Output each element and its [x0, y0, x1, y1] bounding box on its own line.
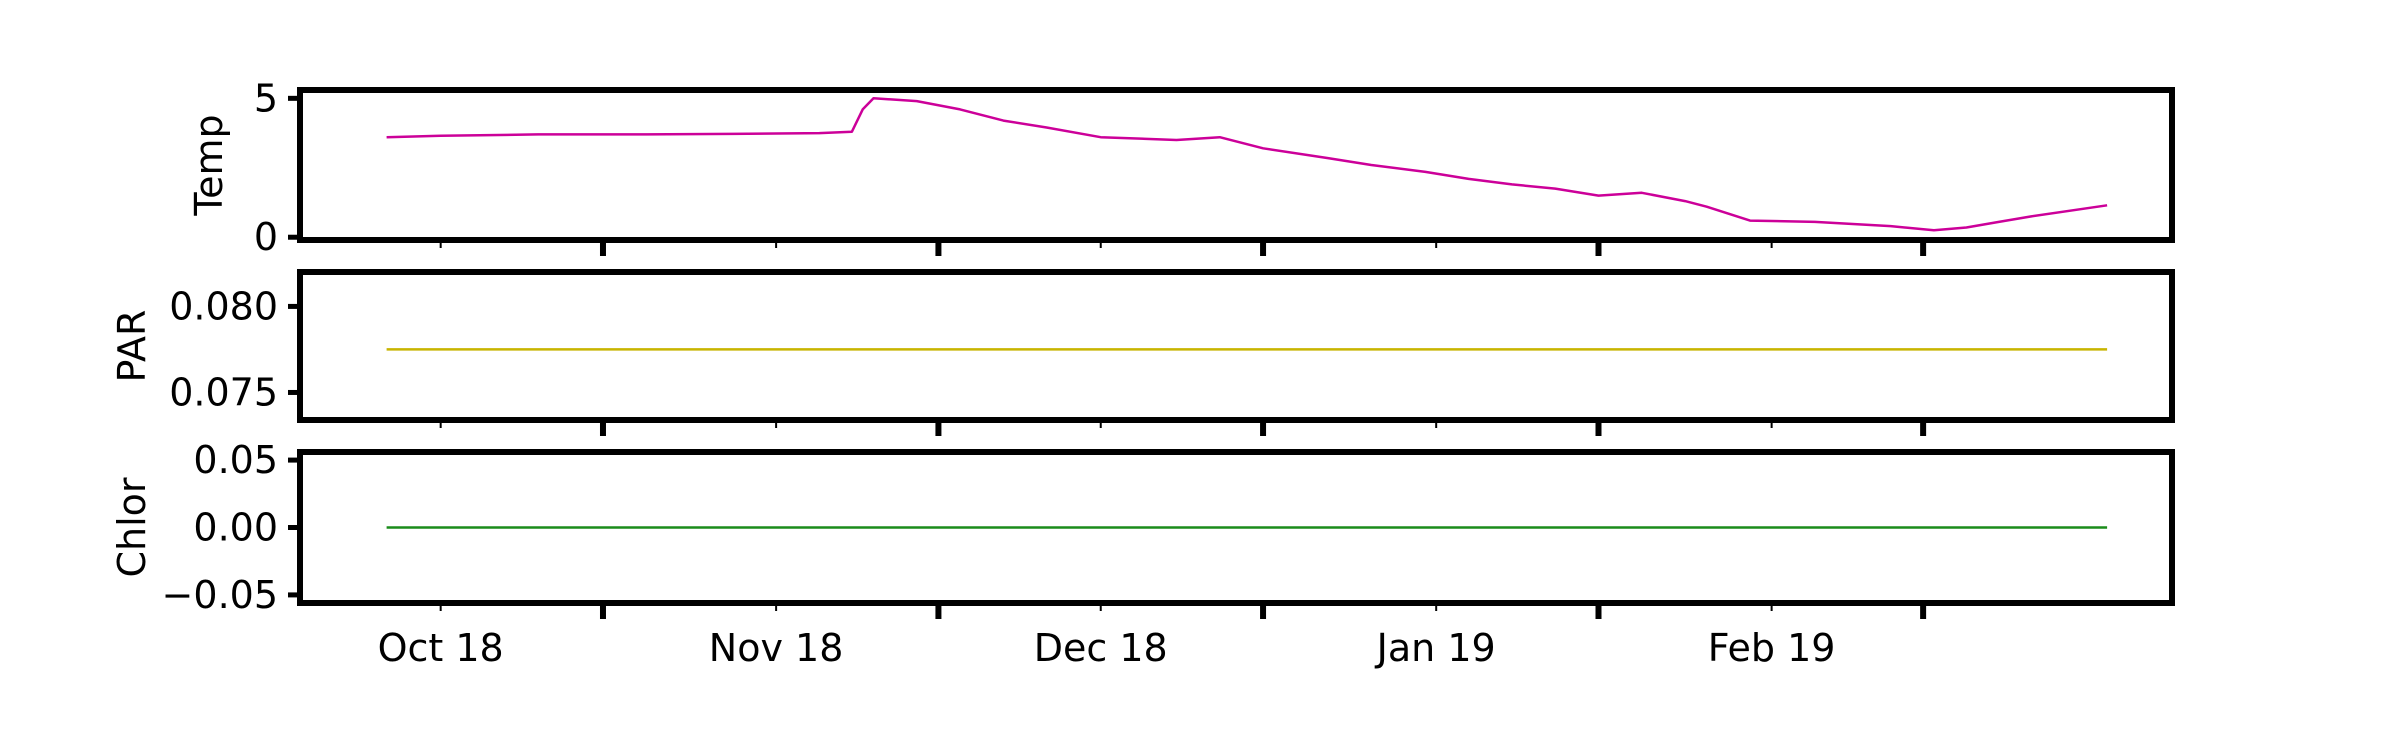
- panel-frame-temp: [297, 87, 2175, 243]
- y-tick-label: −0.05: [162, 573, 278, 617]
- x-tick-label: Oct 18: [378, 626, 504, 670]
- series-line-temp: [386, 97, 2108, 232]
- y-tick-label: 5: [254, 76, 278, 120]
- y-axis-label: Chlor: [110, 477, 154, 577]
- x-tick-label: Jan 19: [1375, 626, 1496, 670]
- x-tick-label: Feb 19: [1708, 626, 1836, 670]
- x-tick-label: Nov 18: [709, 626, 844, 670]
- y-tick-label: 0.080: [169, 284, 278, 328]
- x-tick-label: Dec 18: [1034, 626, 1168, 670]
- y-tick-label: 0.00: [193, 506, 278, 550]
- y-tick-label: 0.075: [169, 370, 278, 414]
- y-tick-label: 0.05: [193, 438, 278, 482]
- y-tick-label: 0: [254, 215, 278, 259]
- y-axis-label: PAR: [110, 310, 154, 383]
- panel-frame-par: [297, 269, 2175, 423]
- y-axis-label: Temp: [187, 114, 231, 216]
